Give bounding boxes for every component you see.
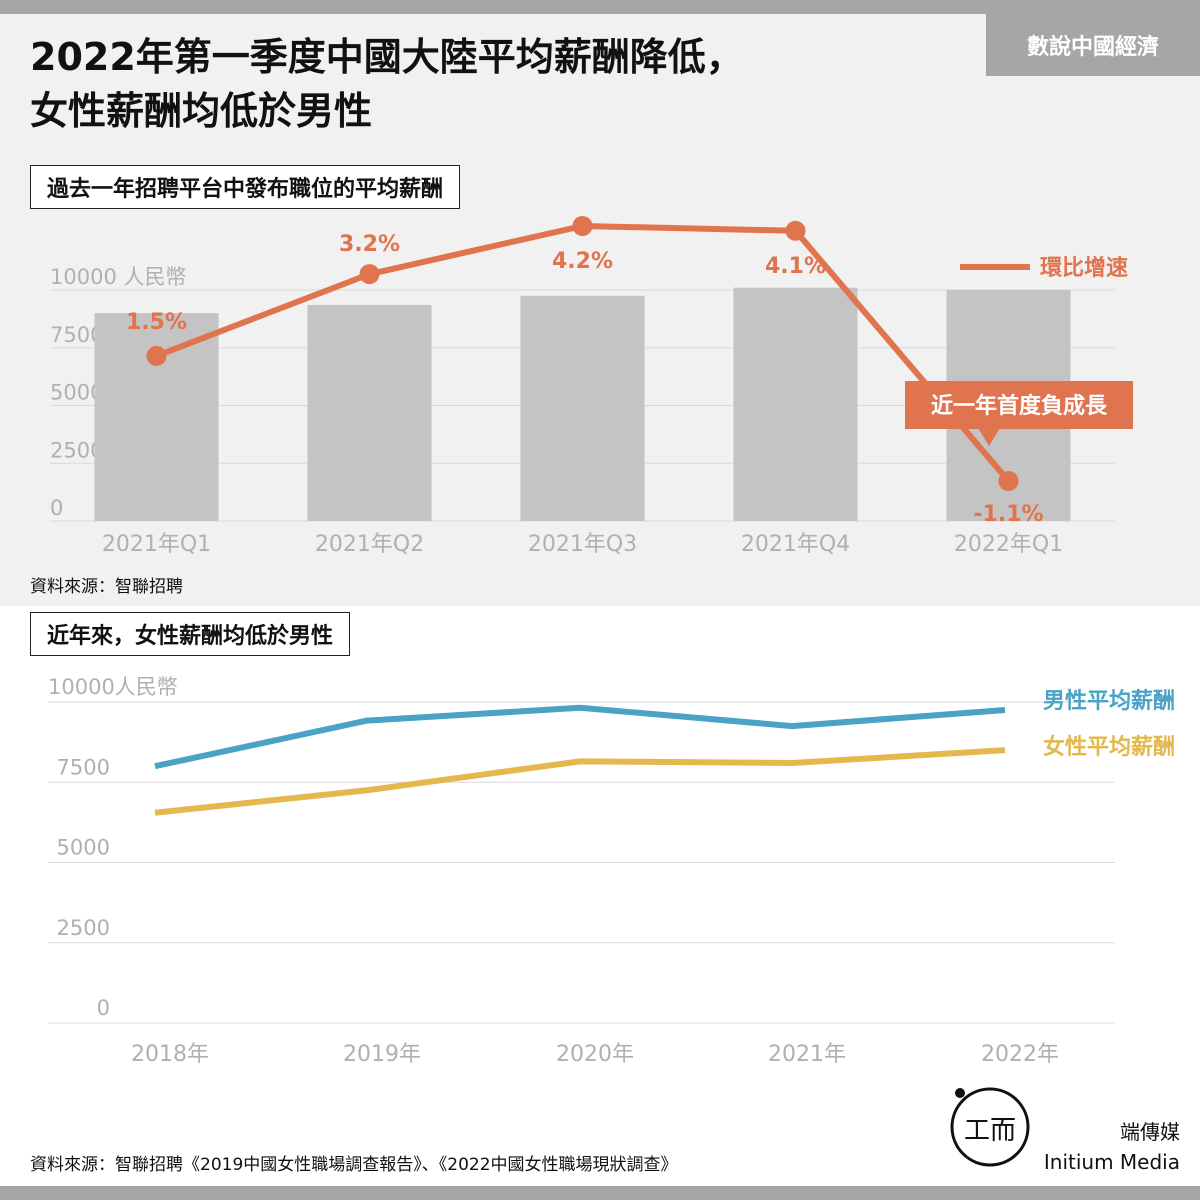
page-title: 2022年第一季度中國大陸平均薪酬降低， 女性薪酬均低於男性: [30, 30, 970, 138]
growth-point: [572, 216, 593, 236]
title-line-1: 2022年第一季度中國大陸平均薪酬降低，: [30, 35, 744, 79]
y-tick-label: 7500: [57, 755, 110, 779]
legend-label: 環比增速: [1040, 255, 1128, 281]
y-tick-label: 10000 人民幣: [50, 265, 186, 289]
annotation-box: [905, 381, 1133, 429]
y-tick-label: 5000: [57, 836, 110, 860]
x-tick-label: 2019年: [343, 1042, 421, 1067]
x-tick-label: 2021年Q1: [102, 532, 211, 557]
annotation-pointer: [978, 428, 1000, 446]
series-label: 女性平均薪酬: [1043, 734, 1175, 760]
gender-salary-line-chart: 0 2500 5000 7500 10000人民幣 2018年 2019年 2020年 2021…: [48, 675, 1175, 1067]
growth-data-label: 4.2%: [552, 249, 613, 274]
growth-data-label: 4.1%: [765, 254, 826, 279]
chart1-source: 資料來源：智聯招聘: [30, 577, 183, 597]
x-tick-label: 2021年Q2: [315, 532, 424, 557]
top-bar: [0, 0, 1200, 14]
y-tick-label: 10000人民幣: [48, 675, 178, 699]
svg-text:工而: 工而: [964, 1116, 1016, 1146]
chart2-title: 近年來，女性薪酬均低於男性: [30, 612, 351, 656]
series-label: 男性平均薪酬: [1043, 688, 1175, 714]
x-tick-label: 2022年: [981, 1042, 1059, 1067]
title-line-2: 女性薪酬均低於男性: [30, 89, 373, 133]
x-tick-label: 2021年Q3: [528, 532, 637, 557]
brand-chinese: 端傳媒: [1120, 1120, 1180, 1144]
chart1-title: 過去一年招聘平台中發布職位的平均薪酬: [30, 165, 461, 209]
y-tick-label: 2500: [57, 916, 110, 940]
annotation-text: 近一年首度負成長: [931, 393, 1108, 419]
x-tick-label: 2021年: [768, 1042, 846, 1067]
y-tick-label: 0: [97, 996, 110, 1020]
growth-data-label: 1.5%: [126, 310, 187, 335]
chart2-source: 資料來源：智聯招聘《2019中國女性職場調查報告》、《2022中國女性職場現狀調…: [30, 1155, 678, 1175]
y-tick-label: 0: [50, 496, 63, 520]
bar: [520, 295, 645, 521]
female-salary-line: [154, 747, 1006, 816]
growth-data-label: 3.2%: [339, 232, 400, 257]
initium-logo-icon: 工而: [950, 1087, 1030, 1167]
growth-point: [785, 220, 806, 241]
bar: [733, 287, 858, 521]
x-tick-label: 2021年Q4: [741, 532, 850, 557]
growth-data-label: -1.1%: [973, 502, 1043, 527]
series-tag: 數說中國經濟: [986, 14, 1200, 76]
male-salary-line: [154, 704, 1006, 770]
x-tick-label: 2018年: [131, 1042, 209, 1067]
bottom-bar: [0, 1186, 1200, 1200]
x-tick-label: 2020年: [556, 1042, 634, 1067]
x-tick-label: 2022年Q1: [954, 532, 1063, 557]
growth-point: [146, 345, 167, 366]
brand-english: Initium Media: [1043, 1150, 1180, 1174]
bar: [307, 305, 432, 521]
growth-point: [998, 471, 1019, 491]
growth-point: [359, 264, 380, 285]
